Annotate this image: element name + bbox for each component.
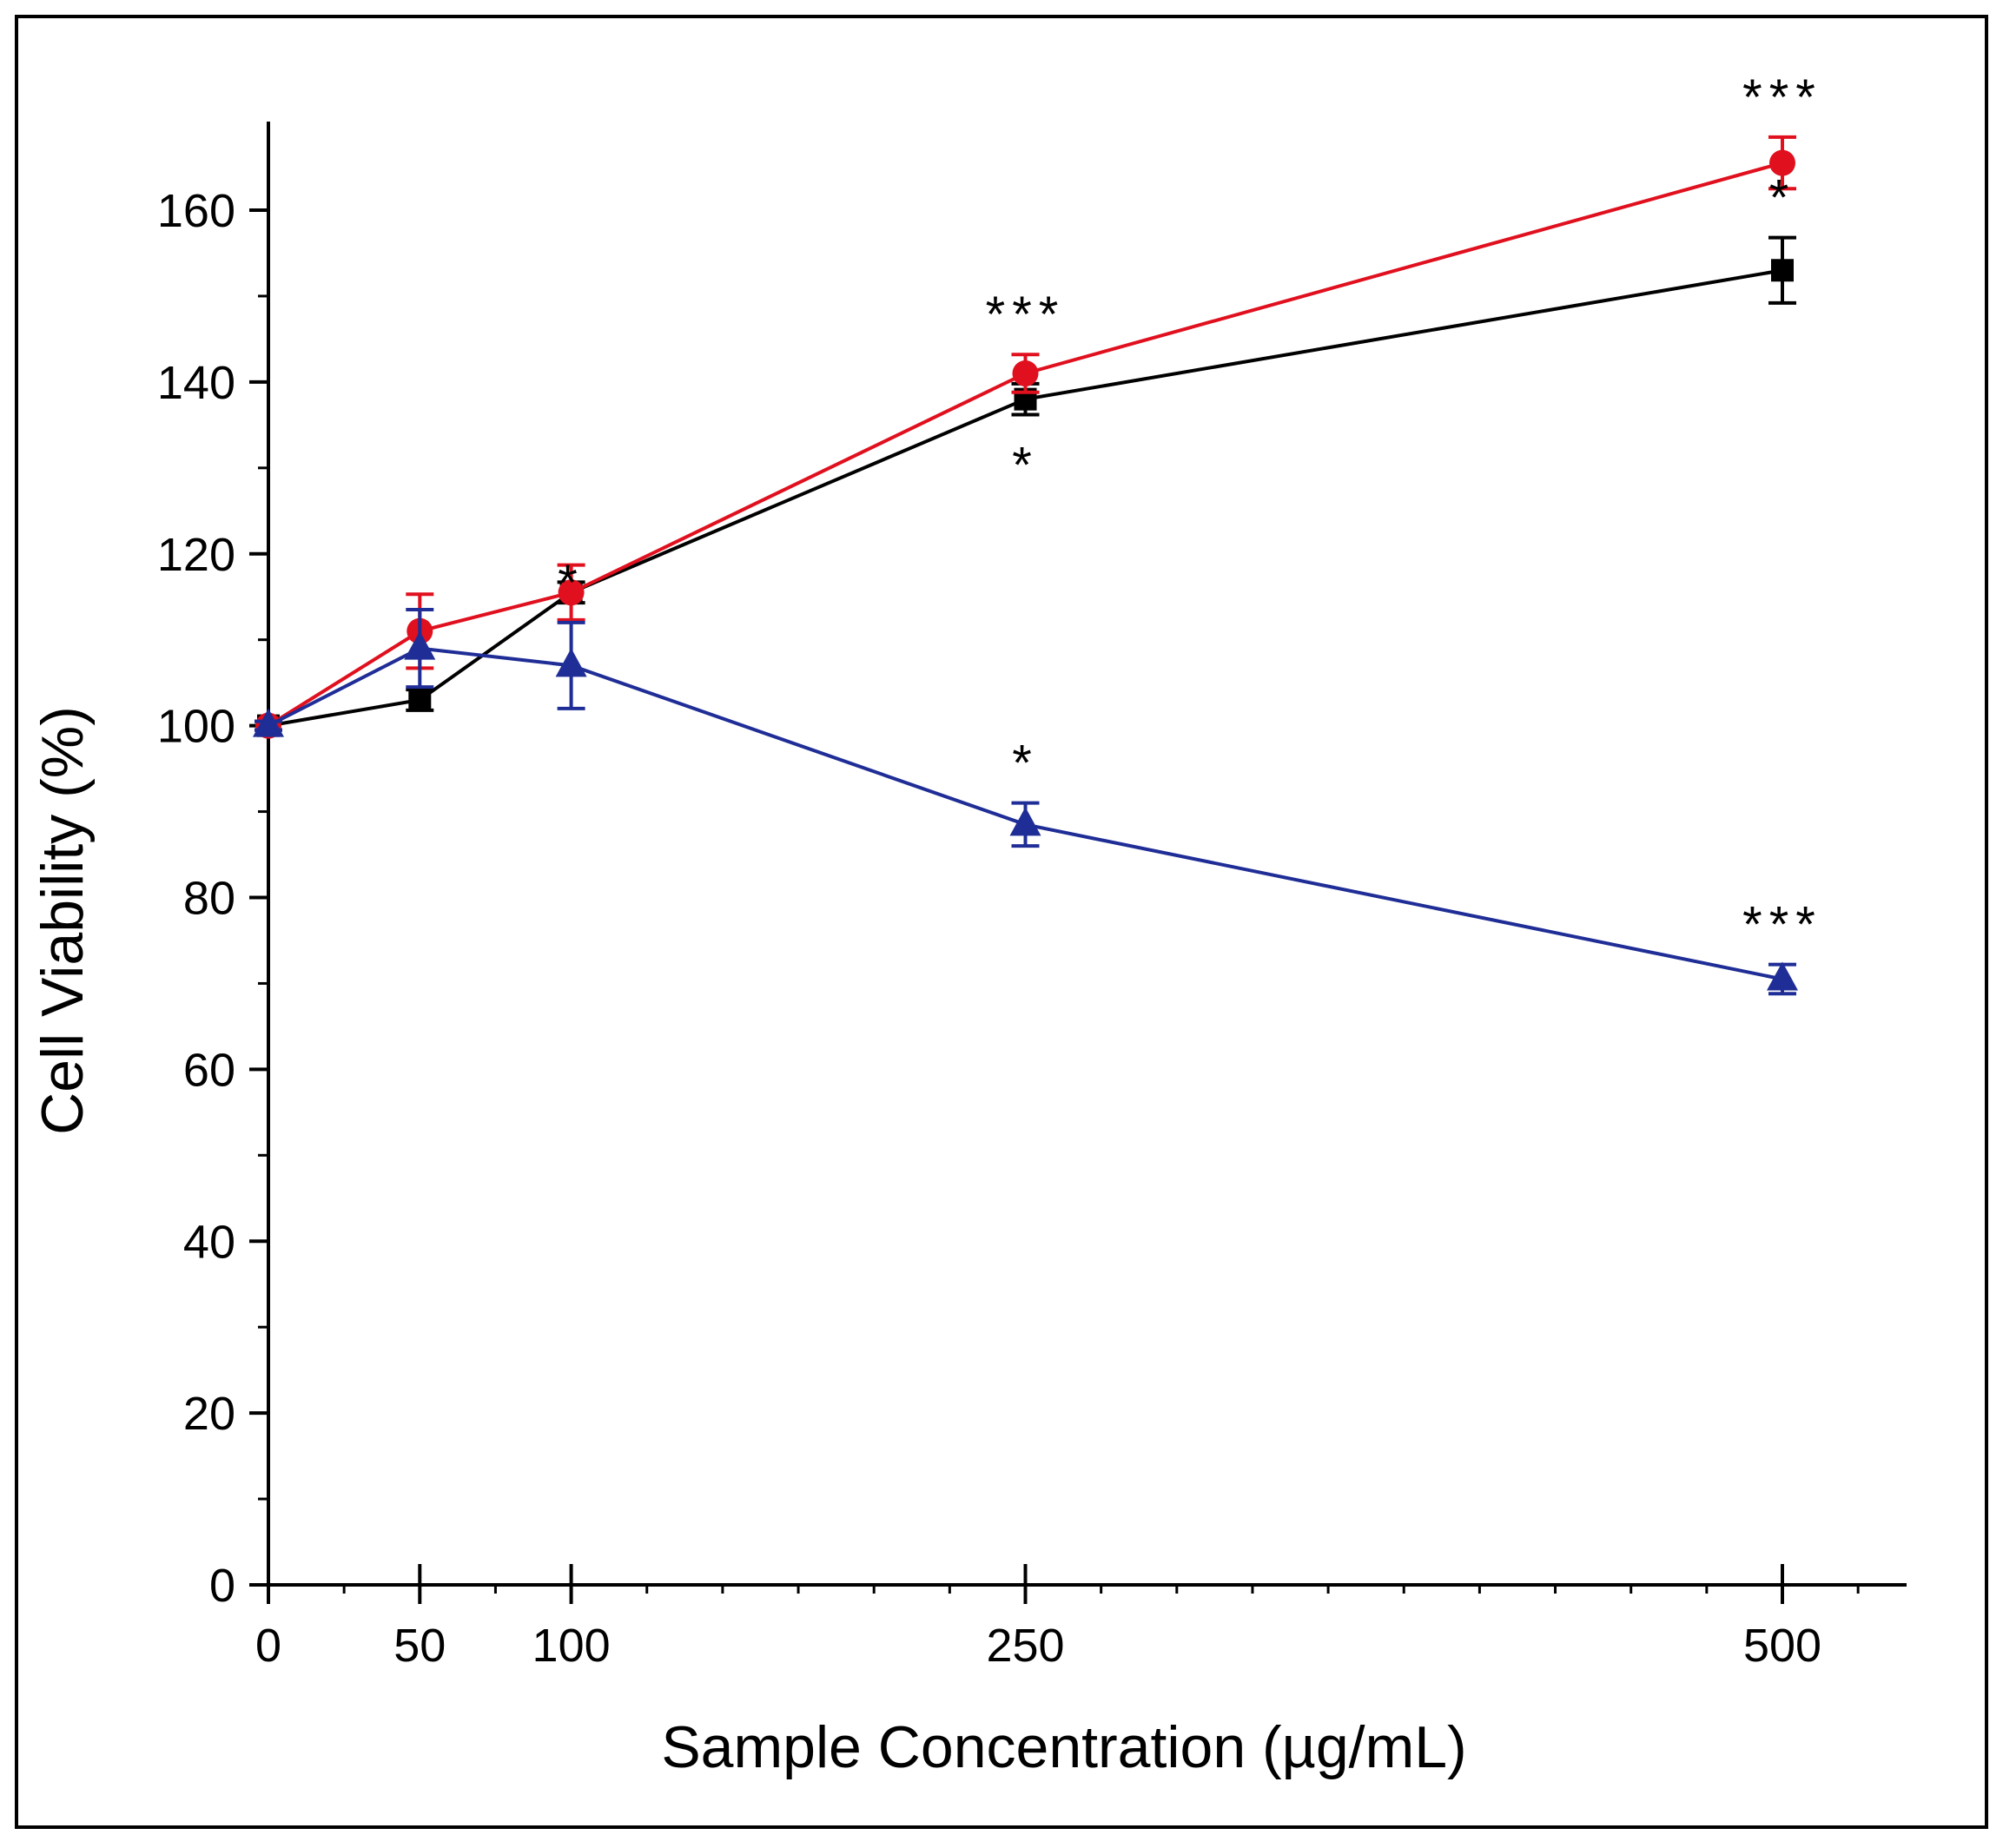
circle-marker bbox=[1012, 360, 1039, 386]
significance-label: * bbox=[1769, 170, 1796, 227]
significance-label: *** bbox=[1742, 69, 1822, 126]
y-tick-label: 120 bbox=[157, 529, 235, 581]
significance-label: * bbox=[1012, 437, 1039, 493]
significance-label: * bbox=[1012, 736, 1039, 792]
circle-marker bbox=[1769, 149, 1795, 176]
figure-border bbox=[15, 15, 1988, 1829]
y-tick-label: 100 bbox=[157, 701, 235, 753]
significance-label: *** bbox=[986, 287, 1066, 343]
significance-label: *** bbox=[1742, 897, 1822, 954]
y-tick-label: 0 bbox=[209, 1560, 235, 1612]
triangle-marker bbox=[404, 630, 436, 660]
x-tick-label: 50 bbox=[393, 1620, 446, 1672]
annotation-layer: ************* bbox=[558, 69, 1822, 954]
series-layer bbox=[253, 135, 1798, 996]
y-tick-label: 20 bbox=[183, 1388, 235, 1440]
significance-label: * bbox=[558, 555, 585, 611]
triangle-marker bbox=[253, 708, 284, 737]
triangle-marker bbox=[1767, 961, 1798, 991]
x-tick-label: 0 bbox=[255, 1620, 281, 1672]
circle-marker bbox=[558, 579, 585, 606]
x-tick-label: 100 bbox=[532, 1620, 611, 1672]
y-tick-label: 40 bbox=[183, 1216, 235, 1268]
square-marker bbox=[1771, 259, 1794, 282]
y-axis-label: Cell Viability (%) bbox=[30, 706, 96, 1135]
axes: 0 20 40 60 80 100 120 140 160 0 50 100 250 500 bbox=[157, 122, 1907, 1672]
square-marker bbox=[408, 688, 432, 711]
y-tick-label: 140 bbox=[157, 357, 235, 409]
y-tick-label: 80 bbox=[183, 873, 235, 925]
triangle-marker bbox=[1009, 807, 1041, 836]
y-tick-label: 160 bbox=[157, 185, 235, 237]
x-tick-label: 250 bbox=[986, 1620, 1064, 1672]
x-tick-label: 500 bbox=[1743, 1620, 1821, 1672]
triangle-marker bbox=[555, 648, 587, 677]
x-axis-label: Sample Concentration (µg/mL) bbox=[661, 1714, 1466, 1780]
series-triangle bbox=[253, 608, 1798, 996]
y-tick-label: 60 bbox=[183, 1044, 235, 1096]
